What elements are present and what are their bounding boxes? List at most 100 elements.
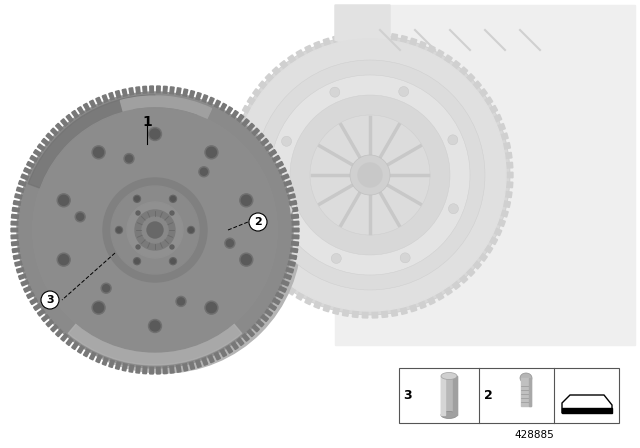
- Polygon shape: [109, 359, 115, 367]
- Polygon shape: [314, 41, 321, 50]
- Polygon shape: [305, 45, 313, 54]
- Circle shape: [33, 108, 277, 352]
- Polygon shape: [12, 214, 20, 219]
- Polygon shape: [381, 33, 388, 40]
- Polygon shape: [264, 144, 273, 151]
- Polygon shape: [264, 309, 273, 316]
- Polygon shape: [232, 133, 240, 140]
- Polygon shape: [472, 260, 481, 269]
- Bar: [453, 376, 457, 415]
- Circle shape: [59, 195, 68, 205]
- Polygon shape: [157, 86, 160, 94]
- Circle shape: [17, 92, 293, 368]
- Polygon shape: [333, 35, 340, 44]
- Polygon shape: [381, 310, 388, 318]
- Polygon shape: [21, 174, 29, 180]
- Polygon shape: [342, 34, 349, 42]
- Polygon shape: [150, 366, 154, 374]
- Polygon shape: [362, 311, 368, 318]
- Bar: [521, 378, 531, 406]
- Circle shape: [125, 155, 132, 162]
- Circle shape: [225, 238, 235, 248]
- Circle shape: [255, 60, 485, 290]
- Polygon shape: [275, 292, 284, 298]
- Polygon shape: [182, 89, 188, 98]
- Polygon shape: [189, 90, 195, 99]
- Wedge shape: [120, 96, 212, 130]
- Polygon shape: [195, 359, 201, 367]
- Circle shape: [249, 213, 267, 231]
- Polygon shape: [288, 201, 297, 206]
- Polygon shape: [466, 267, 475, 276]
- Circle shape: [170, 245, 174, 249]
- Circle shape: [115, 227, 122, 233]
- Polygon shape: [24, 286, 33, 292]
- Circle shape: [241, 195, 252, 205]
- Polygon shape: [72, 341, 79, 349]
- Polygon shape: [61, 333, 68, 341]
- Polygon shape: [333, 306, 340, 314]
- Polygon shape: [265, 267, 274, 276]
- Polygon shape: [280, 174, 289, 180]
- Polygon shape: [235, 124, 243, 131]
- Polygon shape: [504, 152, 512, 159]
- Text: 428885: 428885: [514, 430, 554, 440]
- Polygon shape: [562, 395, 612, 413]
- Polygon shape: [283, 181, 291, 186]
- Circle shape: [92, 146, 105, 159]
- Polygon shape: [452, 60, 460, 69]
- Polygon shape: [296, 50, 304, 59]
- Circle shape: [449, 204, 458, 214]
- Circle shape: [399, 86, 409, 97]
- Polygon shape: [291, 221, 299, 225]
- Circle shape: [170, 258, 177, 265]
- Circle shape: [240, 194, 253, 207]
- Polygon shape: [289, 248, 298, 253]
- Polygon shape: [72, 111, 79, 119]
- Polygon shape: [122, 362, 127, 371]
- Circle shape: [134, 259, 140, 263]
- Polygon shape: [484, 245, 493, 253]
- Polygon shape: [129, 88, 134, 96]
- Polygon shape: [562, 408, 612, 413]
- Text: 3: 3: [404, 389, 412, 402]
- Polygon shape: [436, 292, 444, 300]
- Polygon shape: [459, 274, 468, 283]
- Polygon shape: [410, 303, 417, 312]
- Polygon shape: [246, 123, 254, 132]
- Polygon shape: [335, 5, 390, 60]
- Circle shape: [177, 298, 184, 305]
- Polygon shape: [136, 87, 140, 95]
- Polygon shape: [230, 201, 237, 207]
- Circle shape: [241, 254, 252, 265]
- Polygon shape: [305, 296, 313, 305]
- Circle shape: [176, 297, 186, 306]
- Circle shape: [103, 178, 207, 282]
- Polygon shape: [241, 119, 249, 127]
- Polygon shape: [12, 248, 20, 253]
- Polygon shape: [278, 286, 286, 292]
- Polygon shape: [291, 228, 299, 232]
- Polygon shape: [288, 55, 296, 64]
- Circle shape: [189, 228, 193, 233]
- Polygon shape: [288, 254, 297, 259]
- Polygon shape: [12, 207, 20, 212]
- Polygon shape: [214, 351, 220, 360]
- Polygon shape: [129, 364, 134, 372]
- Circle shape: [142, 217, 168, 243]
- Circle shape: [19, 94, 291, 366]
- Polygon shape: [11, 221, 19, 225]
- Polygon shape: [289, 207, 298, 212]
- Circle shape: [290, 95, 450, 255]
- Polygon shape: [255, 319, 264, 327]
- Polygon shape: [497, 219, 506, 227]
- Polygon shape: [444, 55, 452, 64]
- Polygon shape: [33, 150, 42, 157]
- Polygon shape: [246, 328, 254, 336]
- Text: 1: 1: [142, 115, 152, 129]
- Polygon shape: [30, 297, 38, 305]
- Circle shape: [282, 136, 292, 146]
- Polygon shape: [232, 210, 240, 217]
- Polygon shape: [46, 133, 54, 141]
- Circle shape: [207, 147, 216, 157]
